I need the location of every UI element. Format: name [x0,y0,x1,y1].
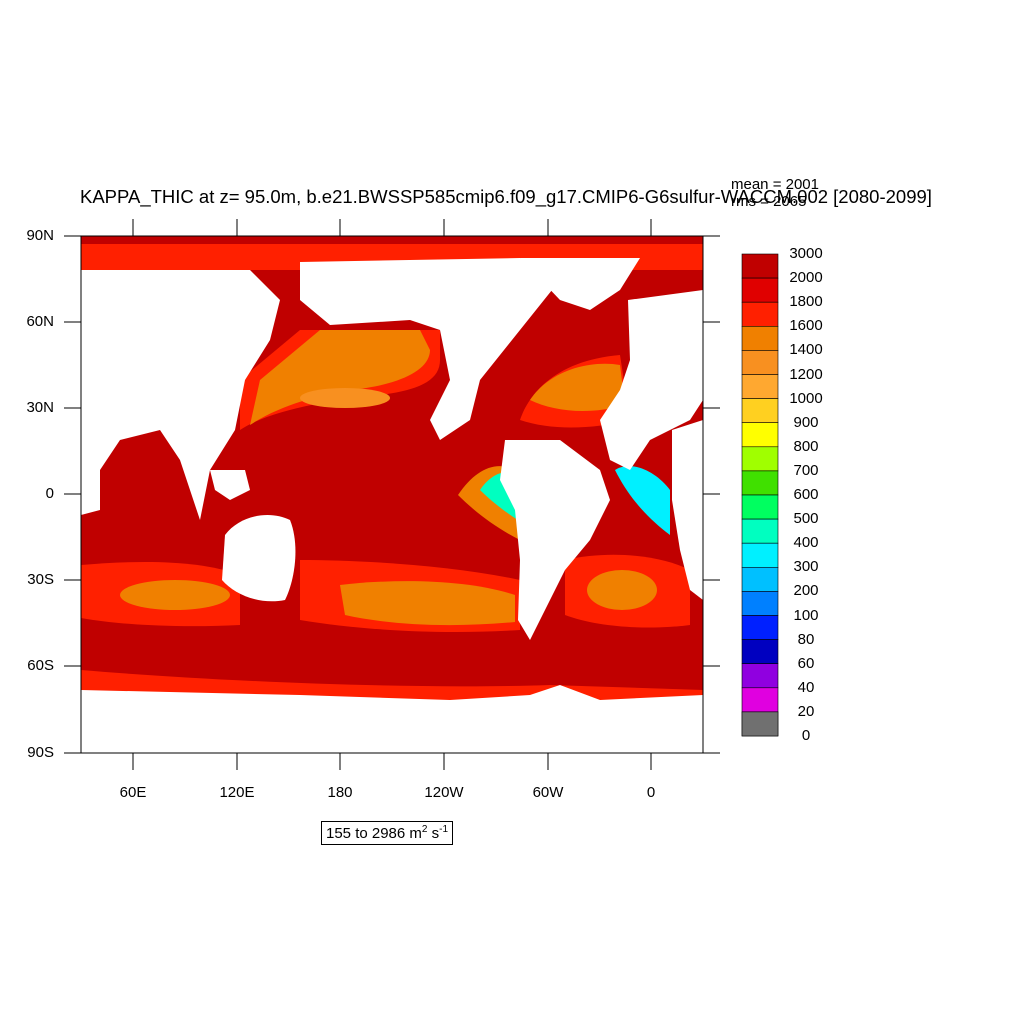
colorbar-box [741,687,779,713]
colorbar-label: 20 [797,702,815,720]
australia [222,515,296,602]
lat-label-eq: 0 [45,485,54,502]
south-pacific-core [340,581,515,626]
colorbar-box [741,446,779,472]
colorbar-label: 100 [793,606,819,624]
rms-stat: rms = 2065 [731,193,807,210]
colorbar-label: 2000 [789,269,823,287]
range-mid: s [427,825,440,842]
north-atlantic-core [530,363,625,412]
colorbar-box [741,639,779,664]
colorbar-label: 500 [793,510,819,528]
lat-label-60s: 60S [27,657,54,674]
north-pacific-core [250,330,430,425]
range-exp2: -1 [439,824,449,835]
south-atlantic-core [587,570,657,610]
colorbar-label: 3000 [789,245,823,262]
colorbar-label: 200 [793,582,819,600]
north-america [300,258,560,440]
colorbar-box [741,711,779,737]
south-america [500,440,610,640]
colorbar-box [741,470,779,496]
colorbar-label: 40 [797,678,815,696]
colorbar-box [741,325,779,351]
lat-label-30n: 30N [26,399,54,416]
colorbar-box [741,591,779,616]
lon-ticks [132,219,652,770]
colorbar-box [741,566,779,592]
colorbar-box [741,494,779,520]
lat-label-90n: 90N [26,227,54,244]
colorbar-box [741,253,779,279]
lat-label-60n: 60N [26,313,54,330]
colorbar-label: 700 [793,461,819,479]
colorbar-label: 600 [793,486,819,503]
colorbar-label: 1800 [789,293,823,311]
plot-title: KAPPA_THIC at z= 95.0m, b.e21.BWSSP585cm… [80,186,932,207]
eurasia [81,270,280,520]
colorbar-box [741,422,779,448]
land-masses [81,258,703,753]
north-pacific-max [300,388,390,408]
lon-label-0: 0 [646,784,656,801]
colorbar-label: 900 [793,413,819,431]
colorbar-box [741,615,779,640]
maritime-asia [210,470,250,500]
europe-africa-north [600,290,703,470]
colorbar-label: 1000 [789,389,823,407]
colorbar-label: 0 [801,727,811,744]
colorbar-label: 800 [793,437,819,455]
lon-label-120e: 120E [219,784,255,801]
colorbar [741,253,779,737]
colorbar-box [741,398,779,424]
colorbar-box [741,542,779,568]
colorbar-label: 1200 [789,365,823,383]
lat-label-90s: 90S [27,744,54,761]
colorbar-box [741,518,779,544]
range-prefix: 155 to 2986 m [326,825,422,842]
lat-ticks [64,235,720,754]
lon-label-120w: 120W [424,784,464,801]
mean-stat: mean = 2001 [731,176,819,193]
colorbar-label: 1600 [789,317,823,335]
lat-label-30s: 30S [27,571,54,588]
south-indian-core [120,580,230,610]
lon-label-60w: 60W [532,784,564,801]
lon-label-180: 180 [327,784,353,801]
colorbar-label: 80 [797,630,815,648]
colorbar-box [741,663,779,689]
colorbar-label: 400 [793,534,819,552]
colorbar-label: 1400 [789,341,823,359]
east-atlantic-low [615,466,670,535]
antarctica [81,685,703,753]
colorbar-box [741,301,779,327]
colorbar-box [741,277,779,303]
africa [672,420,703,600]
colorbar-box [741,374,779,399]
colorbar-label: 300 [793,558,819,576]
range-exp1: 2 [421,824,428,835]
colorbar-label: 60 [797,654,815,672]
colorbar-box [741,350,779,375]
greenland [520,258,640,310]
lon-label-60e: 60E [119,784,147,801]
range-box: 155 to 2986 m2 s-1 [321,821,454,845]
